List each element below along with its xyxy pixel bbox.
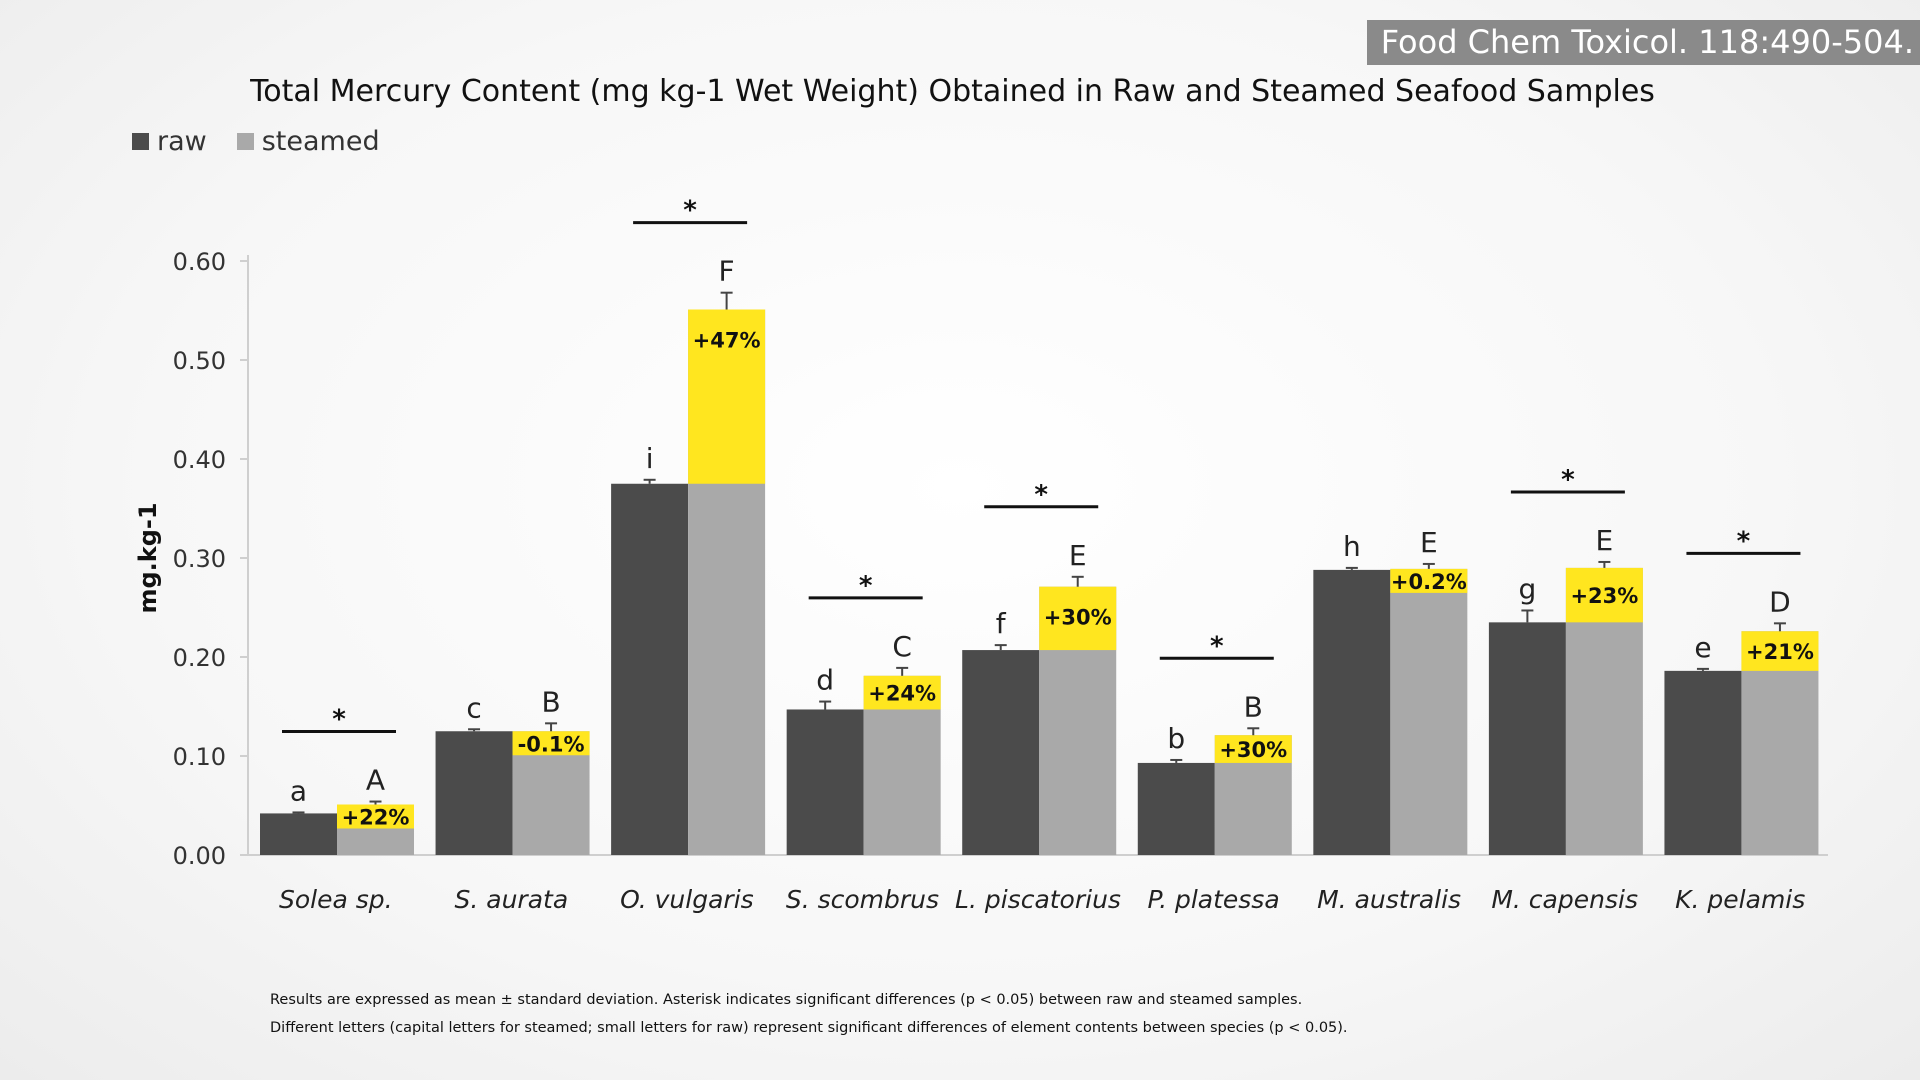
x-tick-label: K. pelamis (1675, 885, 1805, 914)
significance-asterisk: * (859, 571, 873, 601)
change-highlight (512, 731, 590, 756)
bar-raw (260, 813, 337, 855)
x-tick-label: Solea sp. (279, 885, 393, 914)
letter-steamed: A (366, 764, 385, 797)
y-tick-label: 0.40 (173, 446, 226, 474)
legend-label-steamed: steamed (261, 126, 380, 157)
bar-raw (962, 650, 1040, 855)
citation-banner: Food Chem Toxicol. 118:490-504. (1367, 20, 1920, 65)
x-tick-label: L. piscatorius (955, 885, 1121, 914)
letter-steamed: E (1596, 524, 1614, 557)
letter-raw: c (466, 691, 481, 724)
significance-asterisk: * (332, 705, 346, 735)
letter-steamed: B (541, 685, 560, 718)
y-tick-label: 0.60 (173, 248, 226, 276)
change-highlight (1741, 631, 1819, 671)
bar-raw (1664, 670, 1742, 855)
bar-raw (1488, 622, 1566, 855)
change-label: +0.2% (1391, 570, 1467, 594)
significance-asterisk: * (1210, 631, 1224, 661)
change-highlight (863, 675, 941, 710)
change-highlight (337, 804, 414, 829)
change-label: +21% (1746, 640, 1814, 664)
footnote-2: Different letters (capital letters for s… (270, 1020, 1348, 1036)
letter-raw: b (1167, 722, 1185, 755)
x-tick-label: M. australis (1317, 885, 1461, 914)
letter-steamed: F (719, 255, 735, 288)
change-label: +30% (1219, 738, 1287, 762)
bar-raw (1137, 762, 1215, 855)
letter-raw: g (1518, 572, 1536, 605)
legend-item-raw: raw (132, 126, 207, 157)
letter-raw: a (290, 774, 307, 807)
y-axis-label: mg.kg-1 (134, 502, 162, 613)
legend-swatch-raw (132, 133, 149, 150)
letter-steamed: E (1069, 539, 1087, 572)
legend-swatch-steamed (236, 133, 254, 150)
bar-raw (786, 709, 864, 855)
letter-steamed: D (1769, 585, 1791, 618)
y-tick-label: 0.50 (173, 347, 226, 375)
letter-steamed: C (892, 630, 912, 663)
bar-steamed (1390, 568, 1468, 855)
footnote-1: Results are expressed as mean ± standard… (270, 992, 1303, 1008)
bar-raw (611, 483, 689, 855)
letter-raw: d (816, 664, 834, 697)
change-highlight (1039, 586, 1117, 651)
x-tick-label: S. scombrus (786, 885, 939, 914)
significance-asterisk: * (683, 196, 697, 226)
x-tick-label: P. platessa (1147, 885, 1279, 914)
bar-raw (1313, 569, 1391, 855)
change-label: -0.1% (518, 732, 585, 756)
letter-steamed: E (1420, 526, 1438, 559)
y-tick-label: 0.10 (173, 743, 226, 771)
letter-raw: f (996, 607, 1007, 640)
significance-asterisk: * (1561, 465, 1575, 495)
letter-raw: h (1343, 530, 1361, 563)
change-label: +22% (342, 806, 410, 830)
x-tick-label: S. aurata (455, 885, 569, 914)
y-tick-label: 0.30 (173, 545, 226, 573)
letter-steamed: B (1244, 690, 1263, 723)
significance-asterisk: * (1034, 480, 1048, 510)
significance-asterisk: * (1737, 526, 1751, 556)
change-highlight (1214, 735, 1292, 763)
chart-title: Total Mercury Content (mg kg-1 Wet Weigh… (250, 74, 1655, 109)
change-label: +30% (1044, 606, 1112, 630)
change-highlight (688, 309, 766, 484)
change-highlight (1390, 568, 1468, 593)
y-tick-label: 0.20 (173, 644, 226, 672)
change-label: +47% (693, 329, 761, 353)
letter-raw: e (1694, 631, 1711, 664)
legend-item-steamed: steamed (236, 126, 380, 157)
bar-raw (435, 731, 513, 855)
legend-label-raw: raw (157, 126, 207, 157)
change-highlight (1565, 567, 1643, 623)
y-tick-label: 0.00 (173, 842, 226, 870)
letter-raw: i (646, 442, 654, 475)
footnotes: Results are expressed as mean ± standard… (270, 986, 1348, 1042)
change-label: +23% (1570, 584, 1638, 608)
x-tick-label: M. capensis (1491, 885, 1638, 914)
change-label: +24% (868, 682, 936, 706)
x-tick-label: O. vulgaris (620, 885, 754, 914)
legend: raw steamed (132, 126, 380, 157)
